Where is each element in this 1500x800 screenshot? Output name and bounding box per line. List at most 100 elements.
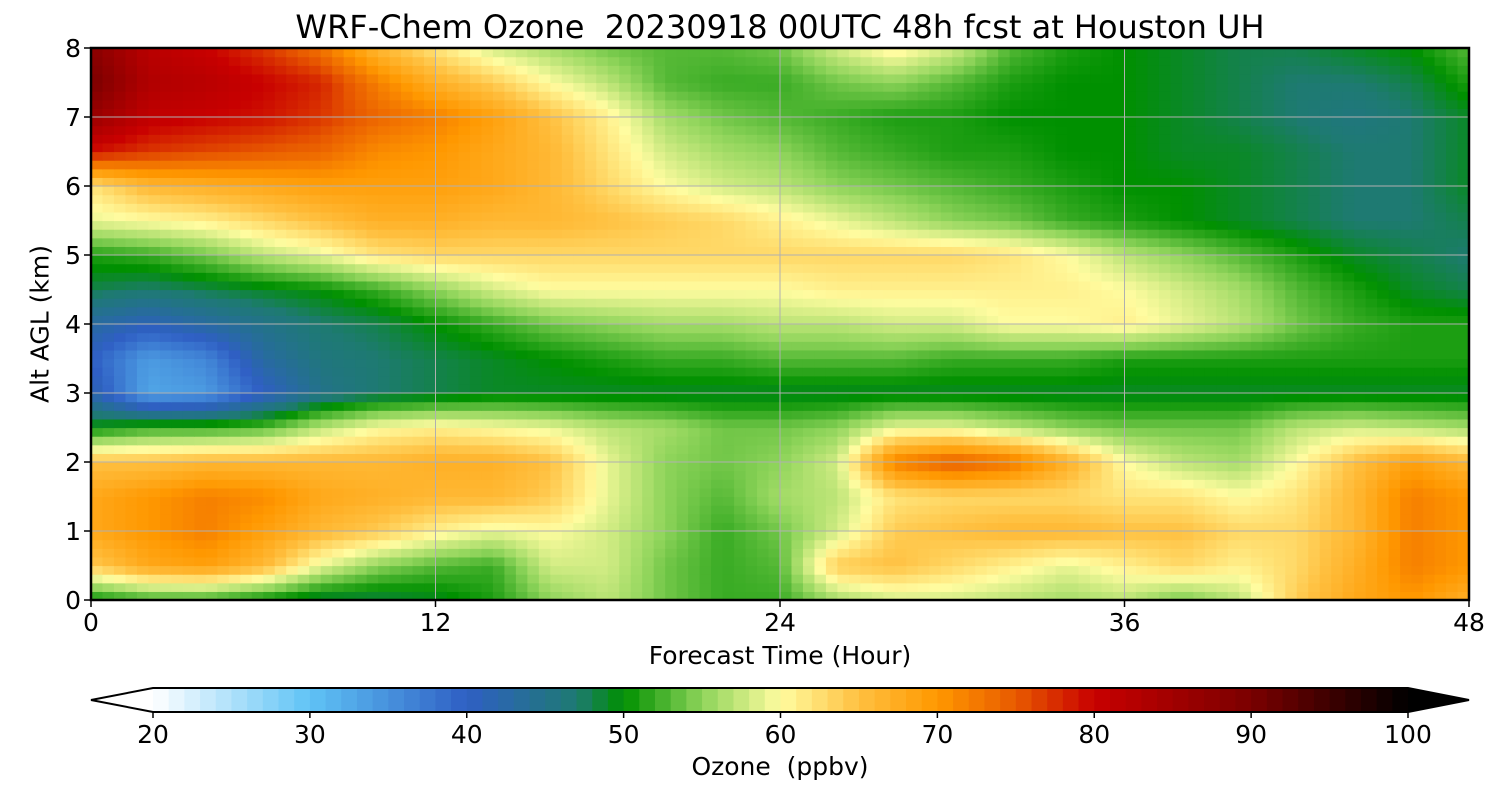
heatmap-cell [814, 401, 827, 411]
heatmap-cell [1021, 427, 1034, 437]
heatmap-cell [469, 582, 483, 592]
heatmap-cell [1296, 367, 1309, 377]
heatmap-cell [952, 332, 965, 342]
heatmap-cell [1308, 453, 1321, 463]
heatmap-cell [1181, 548, 1194, 558]
heatmap-cell [1055, 401, 1068, 411]
heatmap-cell [561, 272, 574, 282]
heatmap-cell [1365, 513, 1378, 523]
heatmap-cell [871, 444, 884, 454]
heatmap-cell [814, 332, 827, 342]
heatmap-cell [929, 358, 942, 368]
heatmap-cell [389, 341, 402, 351]
heatmap-cell [446, 479, 460, 489]
heatmap-cell [1101, 496, 1114, 506]
heatmap-cell [607, 505, 620, 515]
heatmap-cell [780, 315, 793, 325]
heatmap-cell [435, 298, 448, 308]
heatmap-cell [1181, 255, 1194, 265]
heatmap-cell [309, 574, 322, 584]
heatmap-cell [596, 427, 609, 437]
heatmap-cell [355, 289, 368, 299]
heatmap-cell [515, 496, 528, 506]
heatmap-cell [1009, 306, 1022, 316]
heatmap-cell [734, 548, 747, 558]
heatmap-cell [1411, 246, 1424, 256]
heatmap-cell [240, 436, 253, 446]
heatmap-cell [1273, 496, 1286, 506]
heatmap-cell [1411, 358, 1424, 368]
heatmap-cell [481, 246, 494, 256]
heatmap-cell [217, 418, 230, 429]
heatmap-cell [917, 246, 930, 256]
heatmap-cell [734, 367, 747, 377]
heatmap-cell [286, 263, 299, 273]
heatmap-cell [1354, 556, 1367, 567]
heatmap-cell [1032, 315, 1045, 325]
heatmap-cell [263, 280, 276, 291]
heatmap-cell [1067, 539, 1080, 549]
heatmap-cell [653, 410, 666, 420]
heatmap-cell [1411, 332, 1424, 342]
heatmap-cell [378, 289, 391, 299]
heatmap-cell [802, 513, 816, 523]
heatmap-cell [1067, 531, 1080, 541]
heatmap-cell [1124, 246, 1137, 256]
heatmap-cell [205, 556, 218, 567]
heatmap-cell [1067, 418, 1080, 429]
heatmap-cell [814, 444, 827, 454]
heatmap-cell [515, 280, 528, 291]
heatmap-cell [596, 470, 609, 480]
heatmap-cell [182, 556, 195, 567]
heatmap-cell [1204, 289, 1217, 299]
heatmap-cell [1446, 393, 1459, 403]
heatmap-cell [332, 255, 345, 265]
heatmap-cell [182, 237, 195, 247]
heatmap-cell [952, 436, 965, 446]
heatmap-cell [125, 470, 138, 480]
heatmap-cell [389, 582, 402, 592]
heatmap-cell [917, 349, 930, 360]
heatmap-cell [1227, 367, 1240, 377]
heatmap-cell [1457, 462, 1469, 472]
heatmap-cell [297, 548, 310, 558]
heatmap-cell [1377, 255, 1390, 265]
heatmap-cell [584, 556, 597, 567]
heatmap-cell [1285, 531, 1298, 541]
heatmap-cell [780, 591, 793, 600]
heatmap-cell [1239, 367, 1252, 377]
heatmap-cell [515, 375, 528, 385]
heatmap-cell [642, 496, 655, 506]
heatmap-cell [1331, 332, 1344, 342]
heatmap-cell [1285, 556, 1298, 567]
heatmap-cell [676, 513, 689, 523]
heatmap-cell [952, 548, 965, 558]
heatmap-cell [1090, 565, 1103, 575]
heatmap-cell [1388, 255, 1401, 265]
heatmap-cell [504, 462, 517, 472]
heatmap-cell [699, 341, 712, 351]
heatmap-cell [1388, 522, 1401, 532]
heatmap-cell [791, 272, 804, 282]
heatmap-cell [251, 513, 264, 523]
heatmap-cell [917, 384, 930, 394]
heatmap-cell [504, 237, 517, 247]
heatmap-cell [401, 324, 414, 334]
heatmap-cell [378, 341, 391, 351]
heatmap-cell [1193, 522, 1206, 532]
heatmap-cell [343, 375, 356, 385]
heatmap-cell [1113, 332, 1126, 342]
heatmap-cell [446, 505, 460, 515]
heatmap-cell [1377, 522, 1390, 532]
heatmap-cell [722, 427, 735, 437]
heatmap-cell [1273, 324, 1286, 334]
heatmap-cell [871, 341, 884, 351]
heatmap-cell [1124, 272, 1137, 282]
heatmap-cell [1273, 444, 1286, 454]
heatmap-cell [424, 505, 437, 515]
heatmap-cell [194, 565, 207, 575]
heatmap-cell [1113, 375, 1126, 385]
heatmap-cell [492, 324, 505, 334]
heatmap-cell [802, 298, 816, 308]
heatmap-cell [745, 237, 758, 247]
